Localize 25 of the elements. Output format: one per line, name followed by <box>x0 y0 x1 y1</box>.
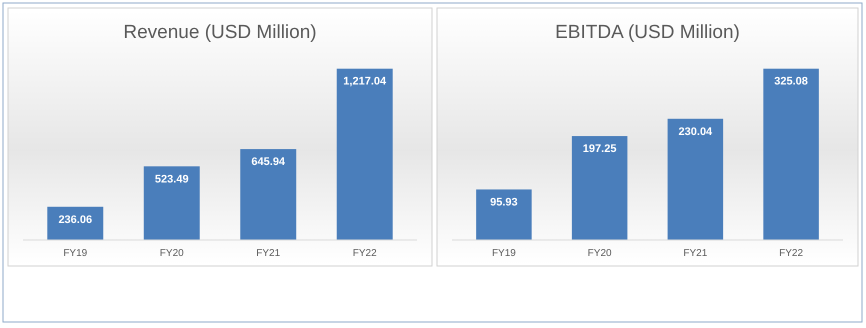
bar <box>476 189 532 240</box>
data-label: 1,217.04 <box>343 76 388 88</box>
bar <box>144 166 200 240</box>
bar <box>763 68 819 240</box>
x-tick-label: FY19 <box>492 248 516 259</box>
x-tick-label: FY22 <box>779 248 804 259</box>
data-label: 197.25 <box>582 143 616 156</box>
x-tick-label: FY21 <box>256 248 281 259</box>
x-tick-label: FY21 <box>683 248 708 259</box>
chart-title: Revenue (USD Million) <box>123 22 317 43</box>
bar <box>668 118 724 240</box>
x-tick-label: FY22 <box>352 248 378 259</box>
bar <box>572 136 628 240</box>
x-tick-label: FY20 <box>588 248 612 259</box>
data-label: 236.06 <box>58 214 92 226</box>
x-tick-label: FY20 <box>160 248 184 259</box>
bar <box>336 68 393 240</box>
data-label: 230.04 <box>678 126 714 138</box>
data-label: 645.94 <box>251 156 286 168</box>
chart-title: EBITDA (USD Million) <box>555 22 740 43</box>
x-tick-label: FY19 <box>63 248 88 259</box>
data-label: 95.93 <box>490 196 518 208</box>
data-label: 523.49 <box>154 173 189 186</box>
data-label: 325.08 <box>774 76 808 88</box>
bar <box>240 149 296 240</box>
